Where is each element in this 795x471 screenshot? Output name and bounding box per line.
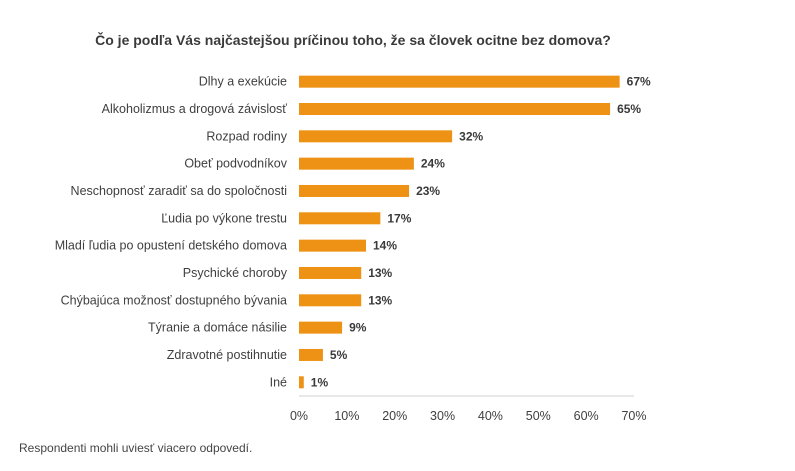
data-label: 65%: [617, 102, 641, 116]
x-tick-label: 60%: [574, 409, 599, 423]
bar: [299, 212, 381, 225]
x-tick-label: 10%: [334, 409, 359, 423]
data-label: 9%: [349, 321, 367, 335]
category-label: Dlhy a exekúcie: [199, 75, 287, 89]
bar: [299, 294, 362, 307]
bar: [299, 130, 453, 143]
x-tick-label: 30%: [430, 409, 455, 423]
category-label: Mladí ľudia po opustení detského domova: [55, 239, 287, 253]
data-label: 24%: [421, 157, 445, 171]
plot-area: Dlhy a exekúcie 67% Alkoholizmus a drogová…: [55, 75, 651, 423]
category-label: Iné: [270, 375, 287, 389]
x-tick-label: 0%: [290, 409, 308, 423]
category-label: Zdravotné postihnutie: [167, 348, 287, 362]
bar: [299, 75, 620, 88]
data-label: 1%: [311, 375, 329, 389]
footnote: Respondenti mohli uviesť viacero odpoved…: [19, 441, 252, 455]
bar: [299, 102, 611, 115]
category-label: Ľudia po výkone trestu: [161, 211, 287, 225]
x-tick-label: 50%: [526, 409, 551, 423]
bar: [299, 348, 323, 361]
data-label: 5%: [330, 348, 348, 362]
category-label: Obeť podvodníkov: [184, 157, 287, 171]
bar: [299, 184, 410, 197]
category-label: Chýbajúca možnosť dostupného bývania: [61, 293, 287, 307]
data-label: 13%: [368, 266, 392, 280]
bar: [299, 266, 362, 279]
data-label: 13%: [368, 293, 392, 307]
data-label: 23%: [416, 184, 440, 198]
x-tick-label: 20%: [382, 409, 407, 423]
bar: [299, 157, 414, 170]
chart-title: Čo je podľa Vás najčastejšou príčinou to…: [95, 31, 611, 48]
category-label: Alkoholizmus a drogová závislosť: [102, 102, 288, 116]
category-label: Neschopnosť zaradiť sa do spoločnosti: [71, 184, 287, 198]
bar: [299, 376, 304, 389]
data-label: 17%: [387, 211, 411, 225]
x-tick-label: 70%: [621, 409, 646, 423]
data-label: 67%: [627, 75, 651, 89]
category-label: Týranie a domáce násilie: [148, 321, 287, 335]
x-tick-label: 40%: [478, 409, 503, 423]
bar: [299, 321, 343, 334]
category-label: Rozpad rodiny: [206, 129, 287, 143]
data-label: 32%: [459, 129, 483, 143]
bar: [299, 239, 366, 252]
category-label: Psychické choroby: [183, 266, 288, 280]
data-label: 14%: [373, 239, 397, 253]
